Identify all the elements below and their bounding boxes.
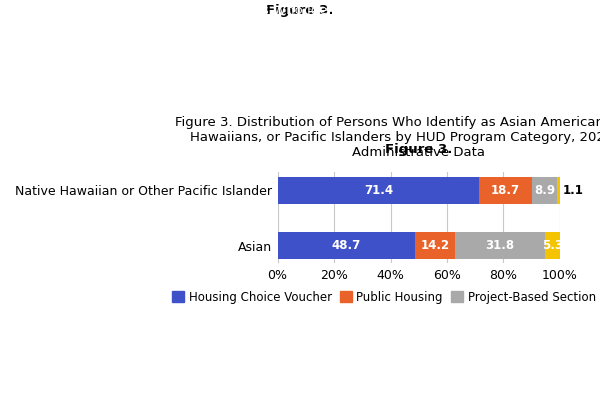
Text: 48.7: 48.7 [332,239,361,252]
Bar [278,232,415,260]
Legend: Housing Choice Voucher, Public Housing, Project-Based Section 8, Other: Housing Choice Voucher, Public Housing, … [167,286,600,308]
Bar [455,232,545,260]
Bar [532,177,557,204]
Text: Figure 3.: Figure 3. [266,4,334,17]
Text: 1.1: 1.1 [562,184,583,197]
Text: 5.3: 5.3 [542,239,563,252]
Text: 31.8: 31.8 [485,239,515,252]
Bar [479,177,532,204]
Text: Figure 3.: Figure 3. [385,143,452,156]
Text: 71.4: 71.4 [364,184,393,197]
Bar [415,232,455,260]
Text: 18.7: 18.7 [491,184,520,197]
Text: 14.2: 14.2 [421,239,449,252]
Text: 8.9: 8.9 [534,184,555,197]
Text: Figure 3. Distribution of Persons Who Identify as Asian Americans, Native
Hawaii: Figure 3. Distribution of Persons Who Id… [56,4,544,47]
Bar [557,177,560,204]
Title: Figure 3. Distribution of Persons Who Identify as Asian Americans, Native
Hawaii: Figure 3. Distribution of Persons Who Id… [175,116,600,159]
Bar [545,232,560,260]
Bar [278,177,479,204]
